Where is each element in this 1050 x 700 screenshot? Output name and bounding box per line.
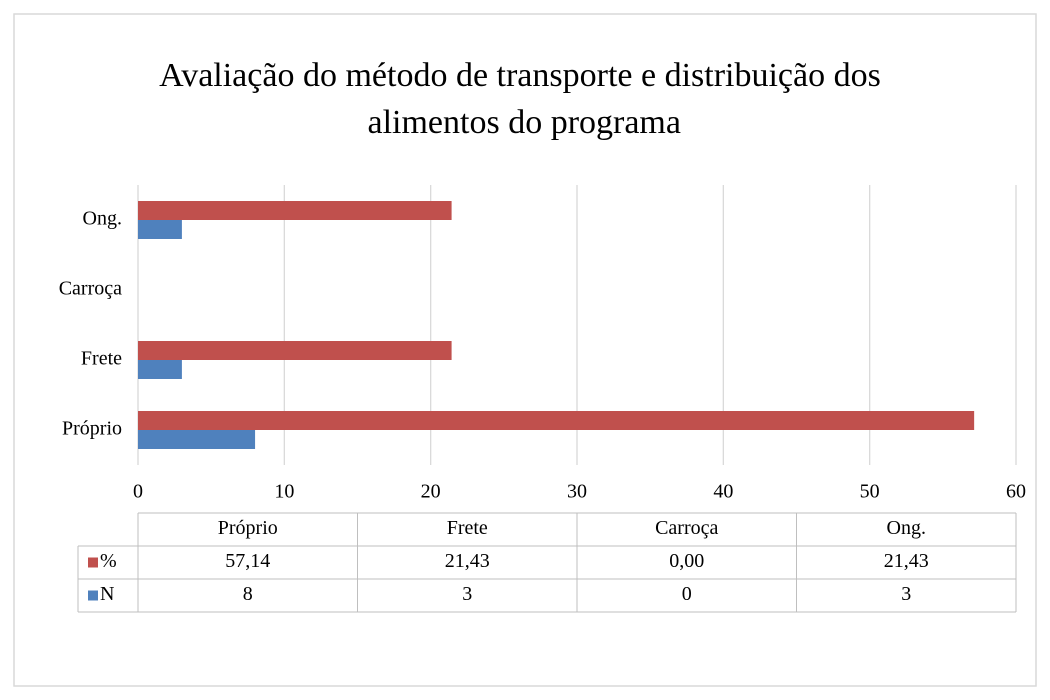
table-value: 0,00 — [669, 550, 704, 572]
y-tick-label: Próprio — [62, 418, 122, 440]
bar — [138, 411, 975, 430]
x-tick-label: 60 — [1006, 481, 1026, 503]
table-header: Frete — [447, 517, 488, 539]
table-value: 3 — [462, 583, 472, 605]
x-tick-label: 0 — [133, 481, 143, 503]
legend-label: % — [100, 550, 117, 572]
chart-title: Avaliação do método de transporte e dist… — [159, 57, 881, 141]
table-header: Próprio — [218, 517, 278, 539]
table-value: 8 — [243, 583, 253, 605]
table-value: 21,43 — [445, 550, 490, 572]
legend-swatch — [88, 557, 98, 568]
x-tick-label: 30 — [567, 481, 587, 503]
bar — [138, 341, 452, 360]
y-tick-label: Frete — [81, 348, 122, 370]
y-tick-label: Ong. — [83, 208, 122, 230]
table-value: 0 — [682, 583, 692, 605]
bar — [138, 360, 182, 379]
x-tick-label: 20 — [421, 481, 441, 503]
x-tick-label: 50 — [860, 481, 880, 503]
table-header: Ong. — [887, 517, 926, 539]
bar — [138, 201, 452, 220]
table-value: 21,43 — [884, 550, 929, 572]
bar — [138, 220, 182, 239]
table-value: 57,14 — [225, 550, 270, 572]
y-tick-label: Carroça — [59, 278, 122, 300]
bar — [138, 430, 256, 449]
x-tick-label: 40 — [713, 481, 733, 503]
table-header: Carroça — [655, 517, 718, 539]
legend-label: N — [100, 583, 114, 605]
table-value: 3 — [901, 583, 911, 605]
legend-swatch — [88, 590, 98, 601]
x-tick-label: 10 — [274, 481, 294, 503]
